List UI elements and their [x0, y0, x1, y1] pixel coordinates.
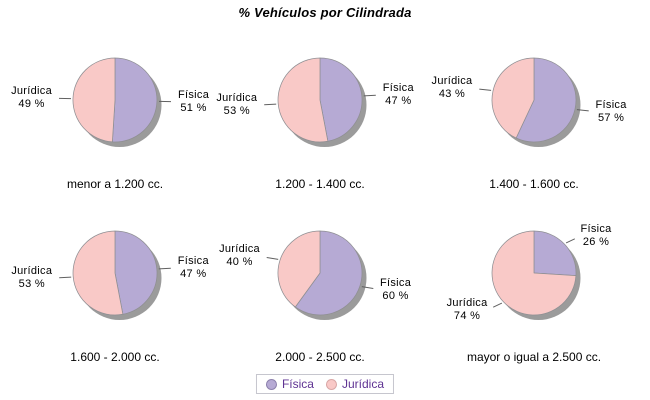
- pie-label-value: 49 %: [18, 98, 45, 111]
- chart-title: % Vehículos por Cilindrada: [238, 5, 412, 20]
- pie-3-leader-fisica: [158, 267, 171, 270]
- pie-2-slice-juridica: [491, 57, 535, 139]
- pie-0-slice-juridica: [72, 57, 116, 143]
- pie-5-caption: mayor o igual a 2.500 cc.: [466, 350, 602, 364]
- legend-item-fisica: Física: [265, 377, 314, 391]
- pie-label-name: Física: [177, 88, 210, 101]
- pie-label-value: 53 %: [223, 105, 250, 118]
- pie-label-value: 51 %: [180, 101, 207, 114]
- pie-1-leader-fisica: [363, 94, 376, 97]
- pie-label-value: 47 %: [180, 267, 207, 280]
- pie-5-slice-juridica: [491, 230, 577, 316]
- pie-2-slice-fisica: [515, 57, 577, 143]
- legend: Física Jurídica: [255, 374, 395, 394]
- pie-4-caption: 2.000 - 2.500 cc.: [275, 350, 365, 364]
- pie-label-value: 26 %: [582, 236, 610, 249]
- pie-label-value: 60 %: [382, 289, 409, 302]
- pie-label-name: Física: [382, 81, 414, 94]
- legend-item-juridica: Jurídica: [325, 377, 385, 391]
- pie-label-value: 57 %: [597, 111, 625, 124]
- pie-2-leader-fisica: [576, 109, 589, 112]
- pie-0-label-fisica: Física 51 %: [178, 89, 209, 115]
- pie-5-leader-juridica: [492, 302, 503, 308]
- pie-0-caption: menor a 1.200 cc.: [66, 177, 164, 191]
- pie-3-leader-juridica: [59, 276, 72, 279]
- legend-dot-fisica: [265, 378, 277, 390]
- pie-1-slice-fisica: [319, 57, 363, 142]
- legend-label: Física: [281, 377, 314, 391]
- pie-label-name: Jurídica: [216, 92, 258, 105]
- pie-4-slice-juridica: [277, 230, 321, 308]
- pie-2-caption: 1.400 - 1.600 cc.: [489, 177, 579, 191]
- pie-1-label-juridica: Jurídica 53 %: [216, 92, 257, 118]
- pie-label-name: Jurídica: [431, 75, 473, 88]
- pie-label-name: Física: [380, 276, 412, 289]
- pie-5-label-juridica: Jurídica 74 %: [447, 297, 488, 323]
- pie-4-leader-juridica: [266, 257, 279, 260]
- pie-1-leader-juridica: [264, 103, 277, 106]
- pie-label-value: 40 %: [226, 256, 253, 269]
- pie-0-slice-fisica: [111, 57, 158, 143]
- pie-label-value: 74 %: [453, 309, 481, 322]
- pie-label-name: Física: [177, 254, 209, 267]
- pie-4-label-juridica: Jurídica 40 %: [219, 243, 260, 269]
- pie-5-leader-fisica: [565, 238, 576, 244]
- legend-label: Jurídica: [341, 377, 385, 391]
- pie-4-slice-fisica: [294, 230, 363, 316]
- pie-label-name: Física: [595, 98, 627, 111]
- pie-4-leader-fisica: [361, 286, 374, 289]
- pie-label-name: Jurídica: [219, 243, 260, 256]
- pie-5-label-fisica: Física 26 %: [580, 223, 611, 249]
- pie-0-label-juridica: Jurídica 49 %: [11, 85, 52, 111]
- pie-5-slice-fisica: [533, 230, 577, 277]
- pie-2-leader-juridica: [479, 88, 492, 91]
- pie-label-name: Jurídica: [11, 85, 53, 98]
- pie-3-label-fisica: Física 47 %: [178, 255, 209, 281]
- pie-label-name: Jurídica: [446, 296, 488, 309]
- pie-1-slice-juridica: [277, 57, 329, 143]
- pie-4-label-fisica: Física 60 %: [380, 277, 411, 303]
- pie-2-label-juridica: Jurídica 43 %: [432, 75, 473, 101]
- pie-3-label-juridica: Jurídica 53 %: [11, 265, 52, 291]
- pie-label-value: 47 %: [385, 94, 412, 107]
- pie-3-caption: 1.600 - 2.000 cc.: [70, 350, 160, 364]
- pie-label-name: Jurídica: [11, 265, 53, 278]
- pie-3-slice-fisica: [114, 230, 158, 315]
- legend-dot-juridica: [325, 378, 337, 390]
- pie-label-value: 43 %: [438, 88, 466, 101]
- pie-1-label-fisica: Física 47 %: [383, 82, 414, 108]
- pie-label-name: Física: [580, 223, 612, 236]
- pie-label-value: 53 %: [18, 278, 45, 291]
- pie-3-slice-juridica: [72, 230, 124, 316]
- pie-2-label-fisica: Física 57 %: [596, 99, 627, 125]
- pie-1-caption: 1.200 - 1.400 cc.: [275, 177, 365, 191]
